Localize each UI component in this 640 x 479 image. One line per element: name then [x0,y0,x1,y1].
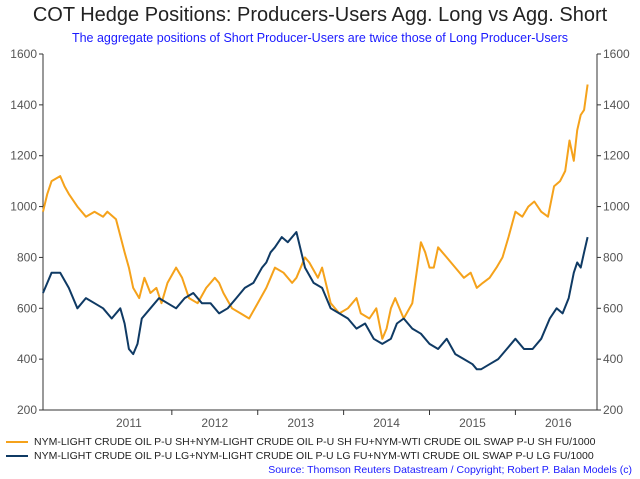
legend-entry-long: NYM-LIGHT CRUDE OIL P-U LG+NYM-LIGHT CRU… [6,450,594,462]
series-line-long [42,231,589,371]
legend-entry-short: NYM-LIGHT CRUDE OIL P-U SH+NYM-LIGHT CRU… [6,436,595,448]
chart-series [42,84,589,371]
y-tick-label-left: 400 [17,352,37,366]
y-tick-label-left: 1000 [10,200,37,214]
y-tick-label-right: 1400 [603,98,630,112]
chart-axes [42,54,598,411]
x-tick-label: 2013 [287,416,314,430]
y-tick-label-right: 200 [603,403,623,417]
x-tick-label: 2014 [373,416,400,430]
y-tick-label-left: 200 [17,403,37,417]
x-axis-ticks: 2011 2012 2013 2014 2015 2016 [116,410,572,430]
y-tick-label-left: 1400 [10,98,37,112]
y-tick-label-right: 1200 [603,149,630,163]
y-tick-label-left: 800 [17,250,37,264]
y-axis-right-ticks: 200 400 600 800 1000 1200 1400 1600 [597,47,630,417]
legend-swatch-long [6,455,28,458]
y-tick-label-right: 800 [603,250,623,264]
chart-subtitle: The aggregate positions of Short Produce… [71,31,569,45]
x-tick-label: 2011 [116,416,142,430]
y-tick-label-left: 1600 [10,47,37,61]
chart-source: Source: Thomson Reuters Datastream / Cop… [268,464,632,476]
y-tick-label-right: 1600 [603,47,630,61]
x-tick-label: 2012 [201,416,228,430]
y-tick-label-right: 600 [603,301,623,315]
y-axis-left-ticks: 200 400 600 800 1000 1200 1400 1600 [10,47,43,417]
y-tick-label-right: 1000 [603,200,630,214]
chart-title: COT Hedge Positions: Producers-Users Agg… [32,4,608,26]
x-tick-label: 2015 [459,416,486,430]
legend-swatch-short [6,441,28,444]
y-tick-label-left: 600 [17,301,37,315]
series-line-short [42,84,589,340]
x-tick-label: 2016 [545,416,572,430]
legend-label-short: NYM-LIGHT CRUDE OIL P-U SH+NYM-LIGHT CRU… [34,436,596,448]
legend-label-long: NYM-LIGHT CRUDE OIL P-U LG+NYM-LIGHT CRU… [34,450,594,462]
y-tick-label-right: 400 [603,352,623,366]
y-tick-label-left: 1200 [10,149,37,163]
